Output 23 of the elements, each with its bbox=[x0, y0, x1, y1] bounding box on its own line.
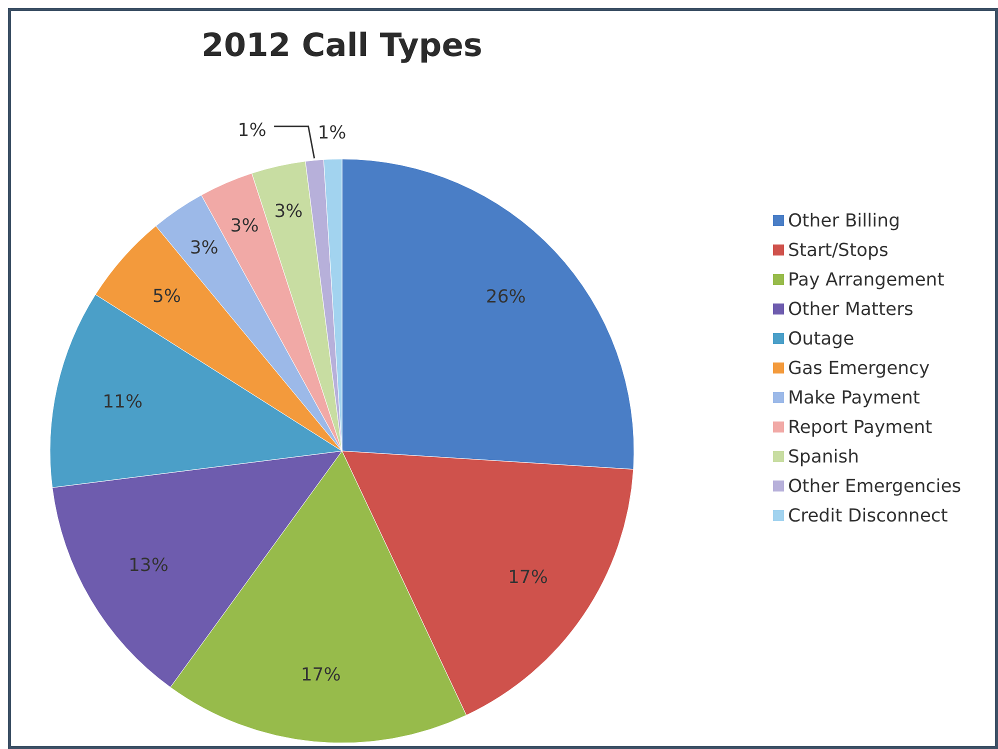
data-label: 3% bbox=[274, 201, 303, 222]
data-label: 1% bbox=[318, 122, 346, 144]
chart-title: 2012 Call Types bbox=[202, 26, 482, 64]
data-label: 1% bbox=[238, 120, 266, 141]
data-label: 11% bbox=[102, 391, 143, 412]
legend-label: Credit Disconnect bbox=[788, 506, 948, 526]
legend-label: Other Matters bbox=[788, 299, 914, 320]
data-label: 3% bbox=[190, 238, 218, 259]
data-label: 5% bbox=[152, 286, 182, 308]
data-label: 17% bbox=[300, 664, 341, 686]
legend-label: Make Payment bbox=[788, 388, 920, 408]
legend-label: Report Payment bbox=[788, 417, 932, 438]
data-label: 17% bbox=[508, 566, 548, 588]
data-label: 3% bbox=[230, 215, 259, 236]
data-label: 13% bbox=[128, 554, 168, 576]
legend-label: Outage bbox=[788, 328, 854, 350]
legend-label: Other Emergencies bbox=[788, 476, 962, 497]
legend-label: Pay Arrangement bbox=[788, 270, 944, 290]
data-label: 26% bbox=[486, 286, 526, 308]
legend-label: Start/Stops bbox=[788, 240, 888, 261]
legend-label: Spanish bbox=[788, 446, 860, 468]
legend-label: Gas Emergency bbox=[788, 358, 930, 379]
legend-label: Other Billing bbox=[788, 210, 900, 232]
